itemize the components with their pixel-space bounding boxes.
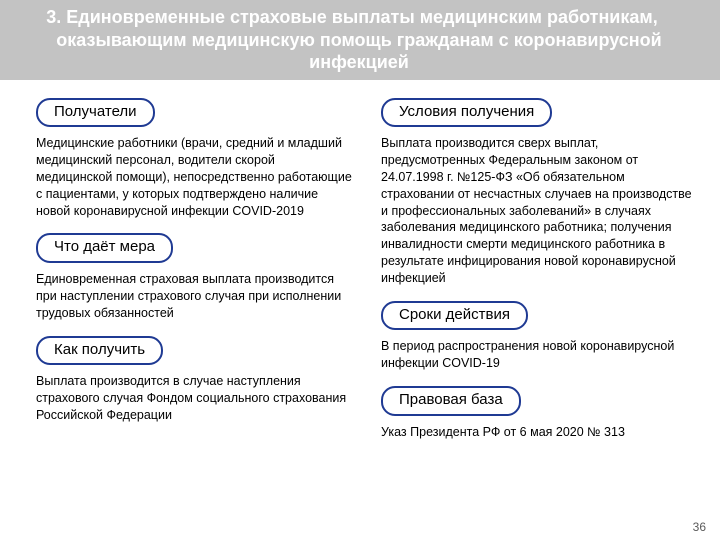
text-recipients: Медицинские работники (врачи, средний и … (36, 133, 353, 225)
pill-recipients: Получатели (36, 98, 155, 128)
title-text: Единовременные страховые выплаты медицин… (56, 7, 661, 72)
page-number: 36 (693, 520, 706, 534)
title-bar: 3. Единовременные страховые выплаты меди… (0, 0, 720, 80)
text-how-to-get: Выплата производится в случае наступлени… (36, 371, 353, 430)
left-column: Получатели Медицинские работники (врачи,… (36, 90, 353, 447)
title-number: 3. (46, 6, 61, 29)
content-columns: Получатели Медицинские работники (врачи,… (0, 80, 720, 447)
text-duration: В период распространения новой коронавир… (381, 336, 698, 378)
pill-what-gives: Что даёт мера (36, 233, 173, 263)
pill-how-to-get: Как получить (36, 336, 163, 366)
text-legal-basis: Указ Президента РФ от 6 мая 2020 № 313 (381, 422, 698, 447)
pill-conditions: Условия получения (381, 98, 552, 128)
page-title: 3. Единовременные страховые выплаты меди… (28, 6, 690, 74)
right-column: Условия получения Выплата производится с… (381, 90, 698, 447)
pill-duration: Сроки действия (381, 301, 528, 331)
text-conditions: Выплата производится сверх выплат, преду… (381, 133, 698, 293)
text-what-gives: Единовременная страховая выплата произво… (36, 269, 353, 328)
pill-legal-basis: Правовая база (381, 386, 521, 416)
